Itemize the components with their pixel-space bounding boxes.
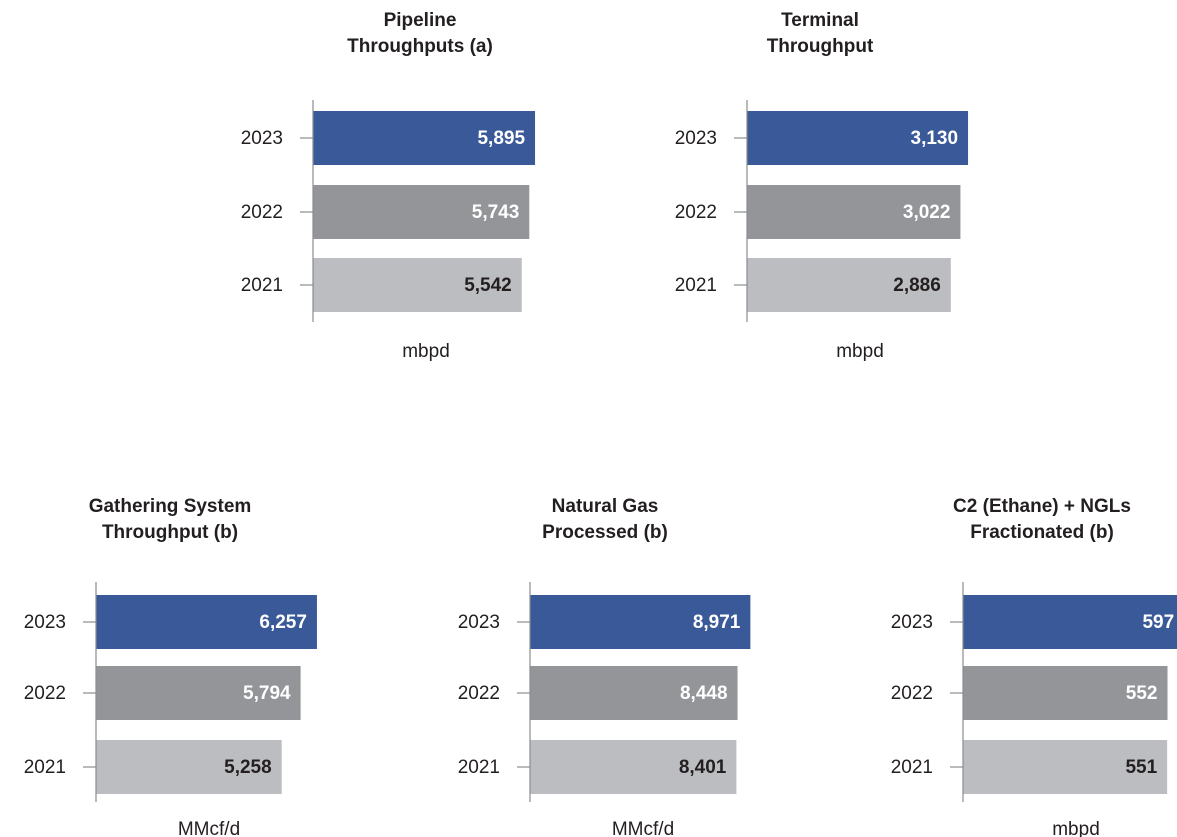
bar-chart: Pipeline Throughputs (a) 5,895 2023 5,743 202… <box>241 10 536 362</box>
y-tick-label: 2022 <box>241 202 283 223</box>
value-label: 2,886 <box>893 275 941 296</box>
value-label: 6,257 <box>259 612 307 633</box>
bar-chart: Terminal Throughput 3,130 2023 3,022 2022 2,88… <box>675 10 969 362</box>
y-tick-label: 2023 <box>458 612 500 633</box>
chart-title: Fractionated (b) <box>970 522 1114 543</box>
chart-title: Gathering System <box>89 496 252 517</box>
y-tick-label: 2023 <box>24 612 66 633</box>
bar <box>747 185 961 239</box>
y-tick-label: 2023 <box>891 612 933 633</box>
value-label: 8,401 <box>679 757 727 778</box>
chart-title: C2 (Ethane) + NGLs <box>953 496 1131 517</box>
value-label: 5,895 <box>477 128 525 149</box>
value-label: 552 <box>1126 683 1158 704</box>
chart-title: Natural Gas <box>552 496 659 517</box>
bar <box>96 666 301 720</box>
y-tick-label: 2022 <box>458 683 500 704</box>
bar <box>963 666 1168 720</box>
value-label: 5,743 <box>472 202 520 223</box>
chart-title: Throughputs (a) <box>347 36 493 57</box>
bar <box>313 111 536 165</box>
y-tick-label: 2021 <box>458 757 500 778</box>
value-label: 5,542 <box>464 275 512 296</box>
x-axis-label: mbpd <box>1052 819 1100 837</box>
x-axis-label: mbpd <box>402 341 450 362</box>
value-label: 3,130 <box>911 128 959 149</box>
y-tick-label: 2021 <box>241 275 283 296</box>
bar <box>530 740 737 794</box>
bar <box>313 185 530 239</box>
value-label: 8,448 <box>680 683 728 704</box>
bar <box>747 258 951 312</box>
bar-chart: C2 (Ethane) + NGLs Fractionated (b) 597 202… <box>891 496 1177 837</box>
y-tick-label: 2022 <box>675 202 717 223</box>
bar <box>963 740 1168 794</box>
bar <box>313 258 522 312</box>
value-label: 551 <box>1125 757 1157 778</box>
y-tick-label: 2023 <box>675 128 717 149</box>
bar-chart: Gathering System Throughput (b) 6,257 2023 5… <box>24 496 317 837</box>
y-tick-label: 2021 <box>675 275 717 296</box>
value-label: 5,794 <box>243 683 291 704</box>
chart-title: Throughput <box>767 36 874 57</box>
x-axis-label: mbpd <box>836 341 884 362</box>
y-tick-label: 2022 <box>24 683 66 704</box>
chart-title: Pipeline <box>384 10 457 31</box>
bar <box>963 595 1177 649</box>
value-label: 3,022 <box>903 202 951 223</box>
y-tick-label: 2023 <box>241 128 283 149</box>
value-label: 8,971 <box>693 612 741 633</box>
value-label: 597 <box>1142 612 1174 633</box>
chart-title: Terminal <box>781 10 859 31</box>
bar-chart: Natural Gas Processed (b) 8,971 2023 8,448 20… <box>458 496 751 837</box>
chart-title: Processed (b) <box>542 522 668 543</box>
y-tick-label: 2021 <box>891 757 933 778</box>
bar <box>530 666 738 720</box>
bar <box>747 111 969 165</box>
bar <box>96 595 317 649</box>
bar <box>96 740 282 794</box>
bar <box>530 595 751 649</box>
y-tick-label: 2022 <box>891 683 933 704</box>
x-axis-label: MMcf/d <box>612 819 674 837</box>
y-tick-label: 2021 <box>24 757 66 778</box>
x-axis-label: MMcf/d <box>178 819 240 837</box>
chart-title: Throughput (b) <box>102 522 238 543</box>
value-label: 5,258 <box>224 757 272 778</box>
